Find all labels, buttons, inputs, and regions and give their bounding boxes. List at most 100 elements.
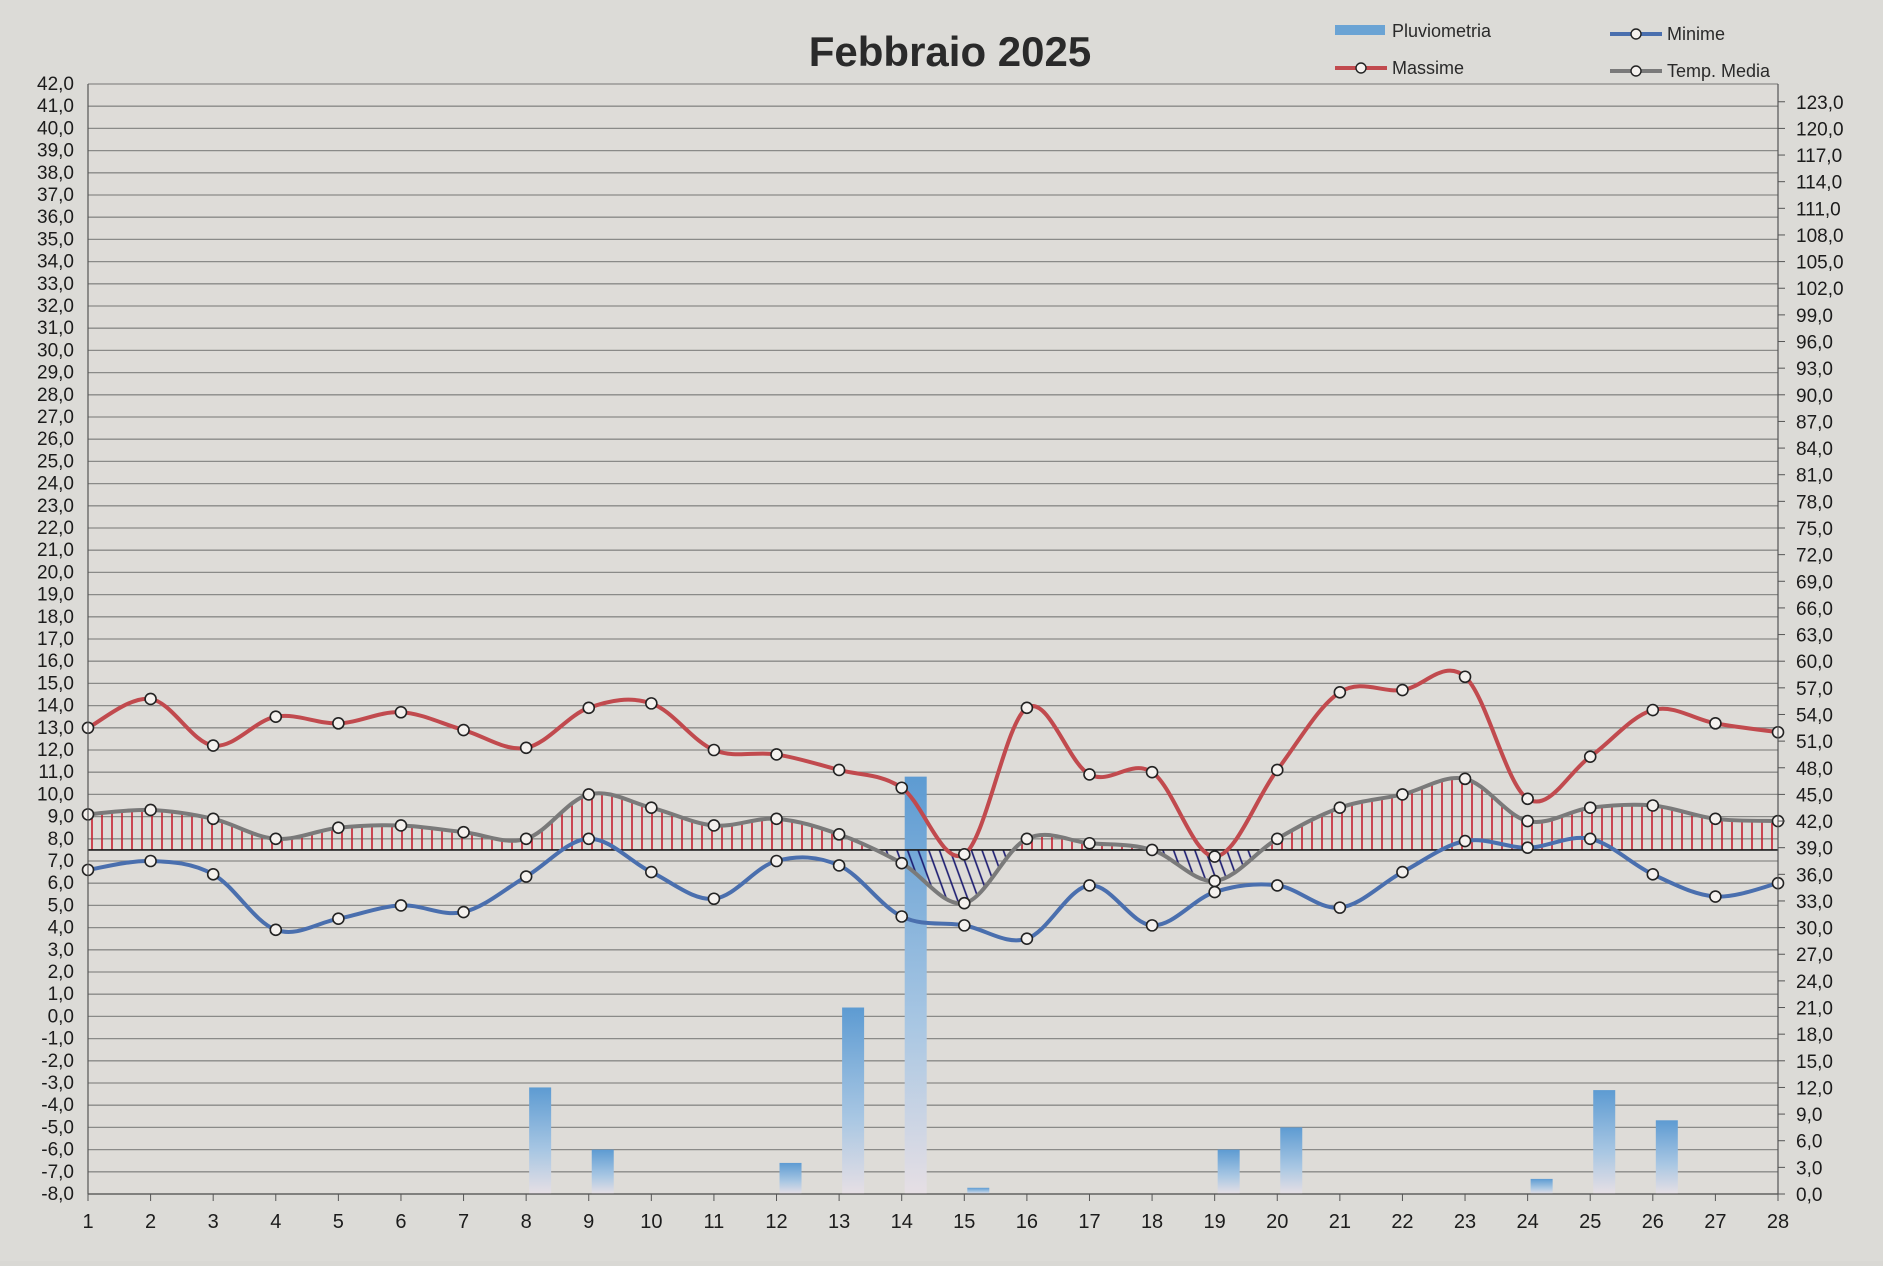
minime-point bbox=[645, 865, 658, 879]
y-left-tick-label: 16,0 bbox=[37, 651, 74, 672]
y-left-tick-label: 15,0 bbox=[37, 673, 74, 694]
legend-label-massime: Massime bbox=[1392, 58, 1464, 78]
minime-point bbox=[1270, 879, 1284, 892]
minime-line bbox=[86, 835, 1780, 943]
massime-point bbox=[1208, 850, 1221, 863]
y-right-tick-label: 102,0 bbox=[1796, 279, 1844, 300]
y-right-tick-label: 3,0 bbox=[1796, 1158, 1822, 1179]
temp-media-point bbox=[645, 801, 658, 815]
y-right-tick-label: 36,0 bbox=[1796, 865, 1833, 886]
temp-media-point bbox=[1083, 836, 1096, 850]
x-tick-label: 8 bbox=[521, 1211, 532, 1233]
y-right-tick-label: 51,0 bbox=[1796, 732, 1833, 753]
temp-media-point bbox=[1709, 812, 1722, 826]
y-right-tick-label: 93,0 bbox=[1796, 359, 1833, 380]
minime-point bbox=[1208, 885, 1221, 899]
y-right-tick-label: 84,0 bbox=[1796, 439, 1833, 460]
y-right-tick-label: 114,0 bbox=[1796, 173, 1842, 194]
y-right-tick-label: 105,0 bbox=[1796, 253, 1844, 274]
y-left-tick-label: -2,0 bbox=[41, 1051, 74, 1072]
y-left-tick-label: 19,0 bbox=[37, 585, 74, 606]
minime-point bbox=[332, 912, 345, 926]
massime-point bbox=[1396, 683, 1409, 697]
x-tick-label: 26 bbox=[1642, 1211, 1664, 1233]
minime-point bbox=[394, 899, 408, 912]
rain-bar bbox=[842, 1007, 865, 1194]
temp-media-point bbox=[394, 819, 408, 832]
y-right-tick-label: 21,0 bbox=[1796, 999, 1833, 1020]
y-right-tick-label: 45,0 bbox=[1796, 785, 1833, 806]
legend-marker-massime bbox=[1355, 62, 1367, 74]
y-left-tick-label: 17,0 bbox=[37, 629, 74, 650]
x-tick-label: 7 bbox=[458, 1211, 469, 1233]
massime-point bbox=[832, 763, 846, 777]
temp-media-point bbox=[1646, 799, 1660, 812]
y-right-tick-label: 120,0 bbox=[1796, 119, 1844, 140]
temp-media-point bbox=[1521, 814, 1534, 828]
massime-point bbox=[957, 848, 971, 861]
massime-point bbox=[519, 741, 533, 755]
y-left-tick-label: 22,0 bbox=[37, 518, 74, 539]
y-left-tick-label: 40,0 bbox=[37, 118, 74, 139]
temp-media-point bbox=[1458, 772, 1472, 786]
y-right-tick-label: 123,0 bbox=[1796, 93, 1844, 114]
x-tick-label: 9 bbox=[583, 1211, 594, 1233]
massime-point bbox=[457, 723, 470, 737]
y-right-tick-label: 87,0 bbox=[1796, 412, 1833, 433]
x-tick-label: 18 bbox=[1141, 1211, 1163, 1233]
temp-media-point bbox=[1208, 874, 1221, 888]
temp-media-point bbox=[770, 812, 783, 826]
temp-media-line bbox=[86, 776, 1780, 906]
legend-marker-minime bbox=[1630, 28, 1642, 40]
y-left-tick-label: 1,0 bbox=[48, 984, 74, 1005]
minime-point bbox=[1521, 841, 1534, 854]
y-left-tick-label: 25,0 bbox=[37, 451, 74, 472]
y-right-tick-label: 96,0 bbox=[1796, 333, 1833, 354]
y-right-tick-label: 15,0 bbox=[1796, 1052, 1833, 1073]
y-right-tick-label: 99,0 bbox=[1796, 306, 1833, 327]
massime-point bbox=[1333, 685, 1347, 699]
legend-label-temp-media: Temp. Media bbox=[1667, 61, 1771, 81]
y-left-tick-label: 14,0 bbox=[37, 696, 74, 717]
y-left-tick-label: 10,0 bbox=[37, 784, 74, 805]
minime-point bbox=[1646, 868, 1660, 881]
minime-point bbox=[582, 832, 596, 846]
massime-point bbox=[1020, 701, 1034, 715]
temp-media-point bbox=[895, 856, 909, 870]
deviation-fills bbox=[88, 778, 1778, 904]
y-left-tick-label: -7,0 bbox=[41, 1162, 74, 1183]
series-lines bbox=[86, 668, 1780, 943]
y-left-tick-label: 18,0 bbox=[37, 607, 74, 628]
y-left-tick-label: 27,0 bbox=[37, 407, 74, 428]
x-tick-label: 16 bbox=[1016, 1211, 1038, 1233]
x-tick-label: 19 bbox=[1204, 1211, 1226, 1233]
y-left-tick-label: 26,0 bbox=[37, 429, 74, 450]
minime-point bbox=[519, 870, 533, 883]
y-left-tick-label: 9,0 bbox=[48, 807, 74, 828]
massime-point bbox=[582, 701, 596, 715]
massime-point bbox=[1583, 750, 1597, 763]
massime-point bbox=[1083, 768, 1096, 781]
x-tick-label: 13 bbox=[828, 1211, 850, 1233]
minime-point bbox=[832, 859, 846, 872]
minime-point bbox=[1020, 932, 1034, 946]
y-right-tick-label: 81,0 bbox=[1796, 466, 1833, 487]
rain-bar bbox=[967, 1187, 990, 1194]
y-right-tick-label: 39,0 bbox=[1796, 839, 1833, 860]
massime-point bbox=[1521, 792, 1534, 806]
series-points bbox=[81, 670, 1785, 946]
rain-bar bbox=[1530, 1178, 1553, 1194]
massime-point bbox=[1709, 717, 1722, 730]
temp-media-point bbox=[957, 896, 971, 910]
y-left-tick-label: 6,0 bbox=[48, 873, 74, 894]
x-tick-label: 14 bbox=[891, 1211, 913, 1233]
temp-media-point bbox=[332, 821, 345, 835]
x-tick-label: 12 bbox=[765, 1211, 787, 1233]
x-tick-label: 4 bbox=[270, 1211, 281, 1233]
y-right-tick-label: 111,0 bbox=[1796, 199, 1841, 220]
temp-media-point bbox=[519, 832, 533, 846]
temp-media-point bbox=[1583, 801, 1597, 815]
warm-deviation-fill bbox=[88, 778, 1778, 850]
y-left-tick-label: 11,0 bbox=[38, 762, 74, 783]
